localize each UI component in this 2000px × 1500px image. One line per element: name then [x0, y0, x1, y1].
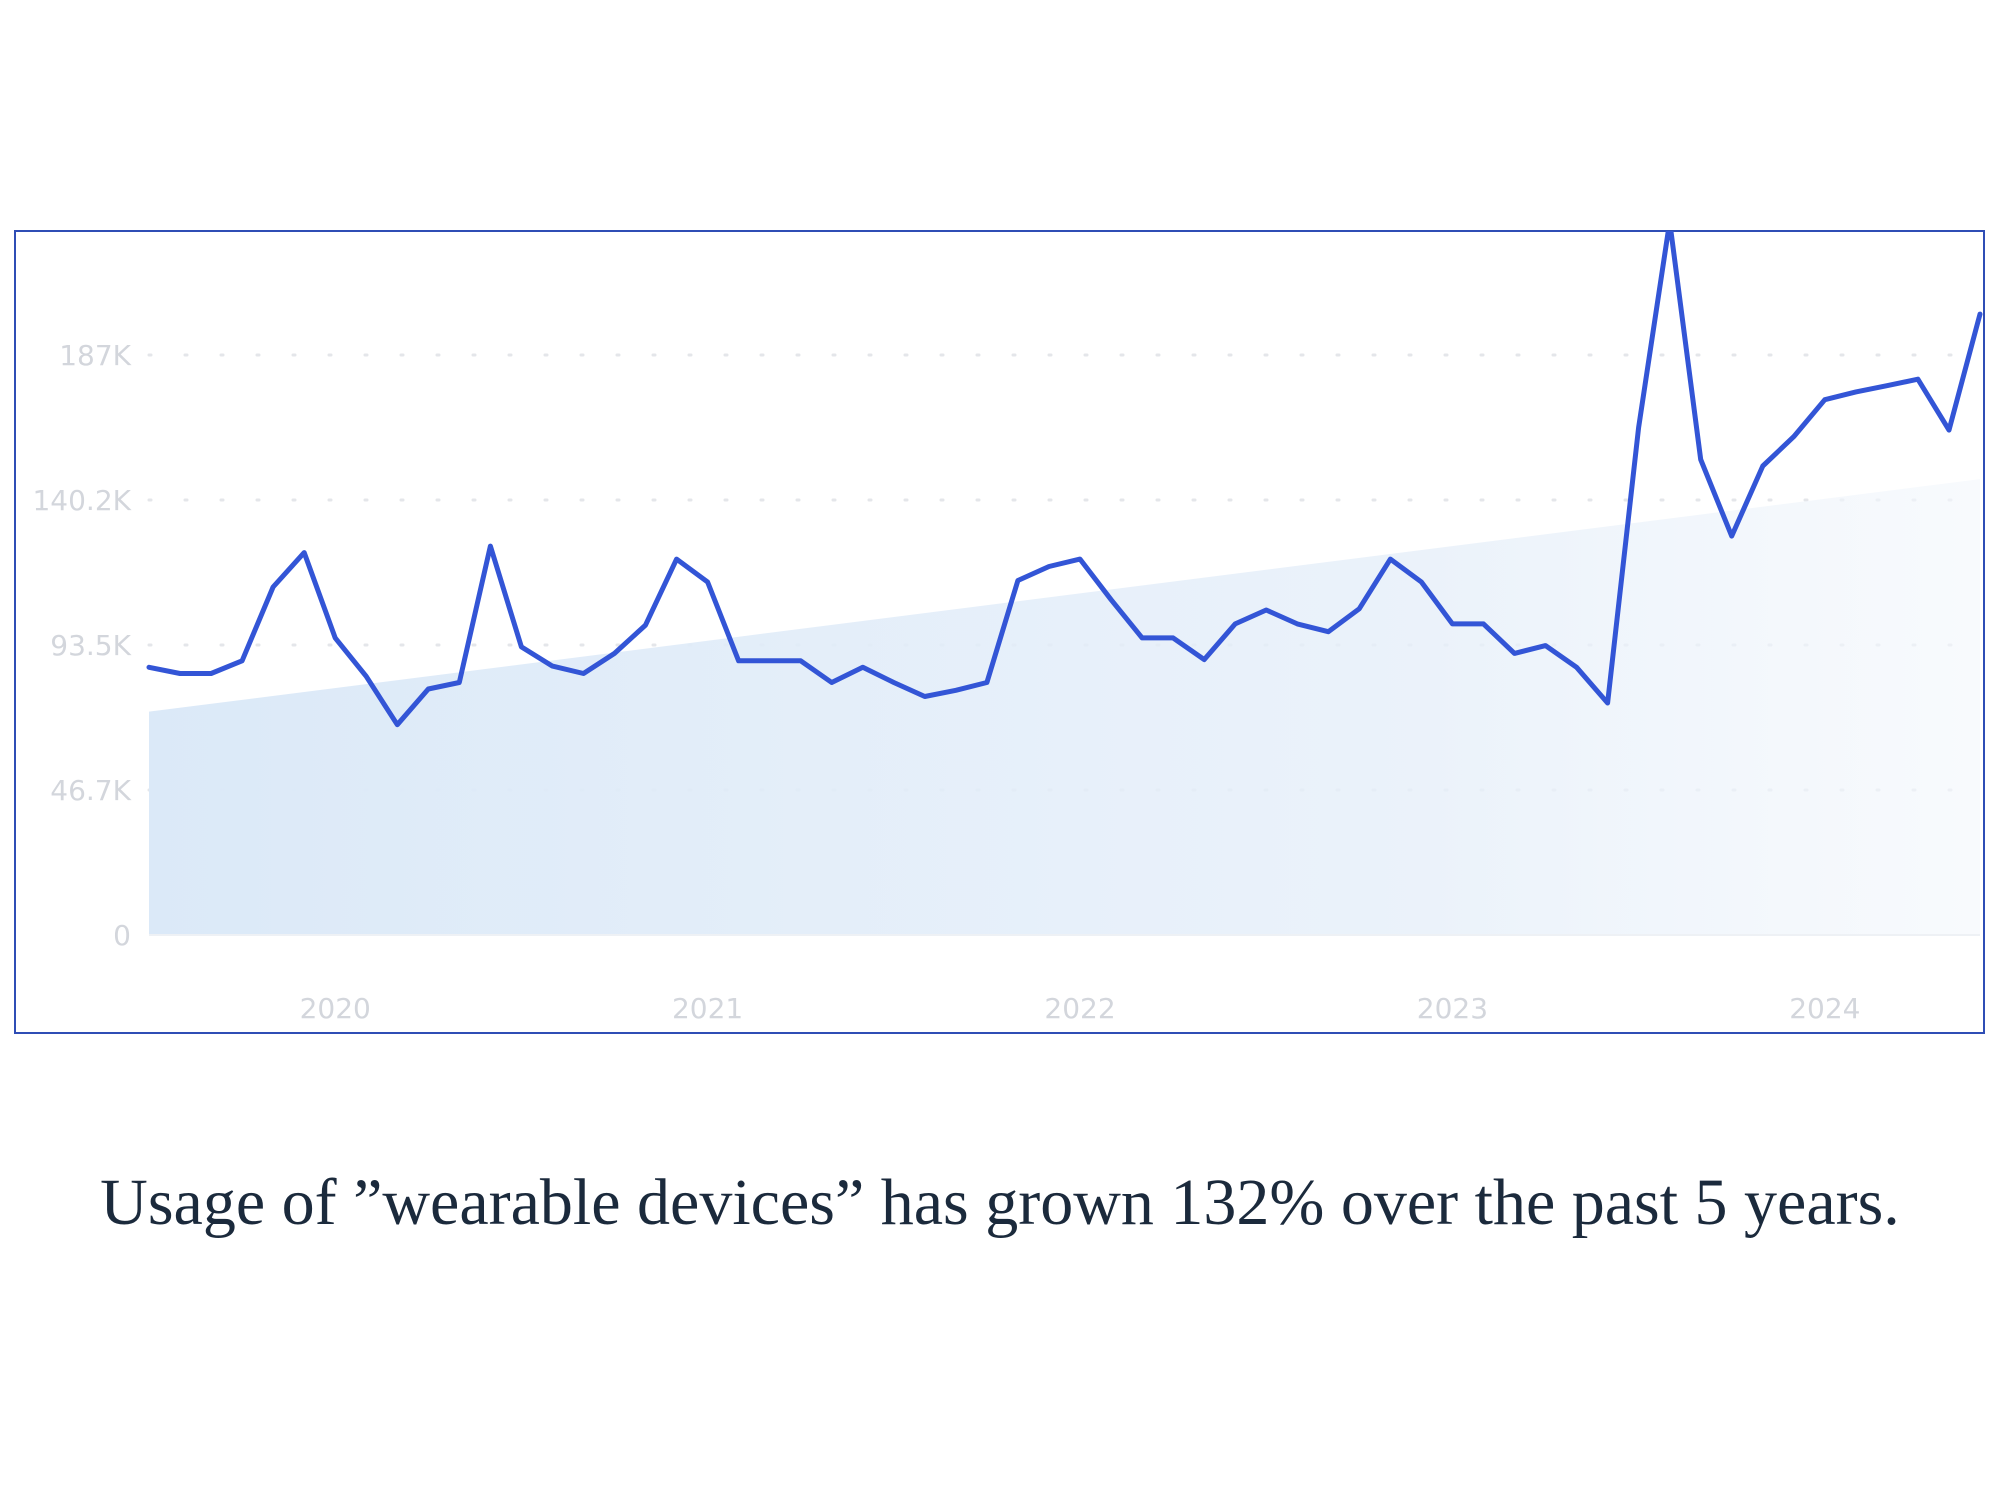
y-tick-label: 93.5K [50, 629, 131, 662]
chart-caption: Usage of ”wearable devices” has grown 13… [100, 1166, 1900, 1239]
y-tick-label: 0 [113, 919, 131, 952]
series-line [146, 231, 1983, 728]
y-tick-label: 140.2K [32, 484, 131, 517]
x-tick-label: 2021 [672, 992, 743, 1025]
x-tick-label: 2024 [1789, 992, 1860, 1025]
y-tick-label: 46.7K [50, 774, 131, 807]
y-tick-label: 187K [59, 339, 131, 372]
x-tick-label: 2023 [1417, 992, 1488, 1025]
x-tick-label: 2022 [1044, 992, 1115, 1025]
trend-area [149, 479, 1980, 935]
x-tick-label: 2020 [300, 992, 371, 1025]
